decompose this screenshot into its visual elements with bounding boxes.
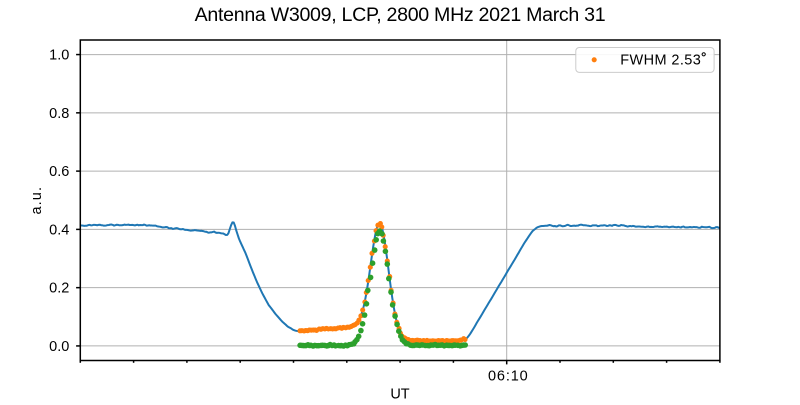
svg-text:0.6: 0.6 bbox=[49, 164, 69, 180]
svg-text:0.0: 0.0 bbox=[49, 339, 69, 355]
svg-text:0.8: 0.8 bbox=[49, 106, 69, 122]
svg-text:FWHM 2.53: FWHM 2.53 bbox=[620, 53, 701, 69]
svg-text:a.u.: a.u. bbox=[29, 186, 45, 215]
svg-text:1.0: 1.0 bbox=[49, 48, 69, 64]
svg-text:0.4: 0.4 bbox=[49, 222, 69, 238]
svg-text:06:10: 06:10 bbox=[488, 369, 529, 385]
svg-text:0.2: 0.2 bbox=[49, 281, 69, 297]
svg-text:UT: UT bbox=[390, 387, 409, 401]
svg-text:Antenna W3009, LCP, 2800 MHz 2: Antenna W3009, LCP, 2800 MHz 2021 March … bbox=[195, 4, 606, 26]
